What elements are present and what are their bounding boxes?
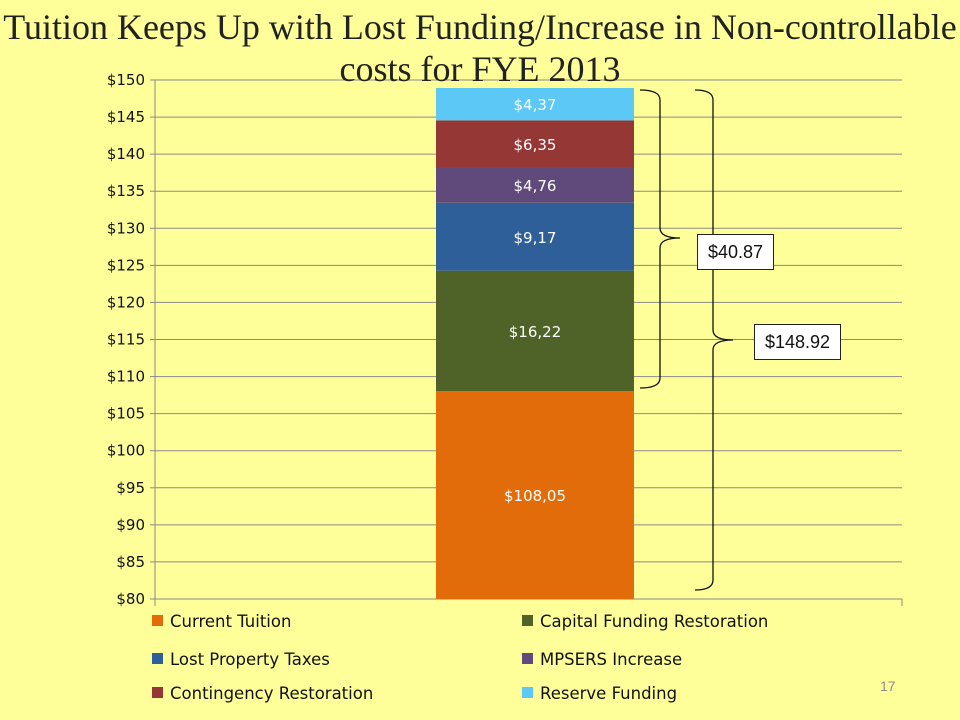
legend-swatch — [152, 615, 163, 626]
bar-data-label: $16,22 — [509, 323, 562, 341]
y-tick-label: $110 — [107, 368, 145, 386]
y-tick-label: $140 — [107, 145, 145, 163]
bar-segment — [436, 270, 634, 392]
bar-segment — [436, 391, 634, 599]
bar-data-label: $9,17 — [514, 229, 557, 247]
y-tick-label: $145 — [107, 108, 145, 126]
page-number: 17 — [880, 678, 896, 694]
legend-swatch — [152, 653, 163, 664]
grand-total-callout: $148.92 — [754, 324, 842, 360]
legend-swatch — [152, 687, 163, 698]
bar-segment — [436, 120, 634, 168]
y-tick-label: $90 — [116, 516, 145, 534]
y-tick-label: $135 — [107, 182, 145, 200]
y-tick-label: $85 — [116, 553, 145, 571]
legend-label: Contingency Restoration — [170, 684, 373, 703]
legend-swatch — [522, 615, 533, 626]
bar-segment — [436, 88, 634, 121]
legend-swatch — [522, 653, 533, 664]
bracket-increase — [639, 89, 681, 389]
y-tick-label: $100 — [107, 442, 145, 460]
legend-swatch — [522, 687, 533, 698]
increase-total-callout: $40.87 — [697, 234, 775, 270]
bar-stack: $108,05 $16,22 $9,17 $4,76 $6,35 $4,37 — [436, 88, 634, 599]
bar-segment — [436, 167, 634, 203]
legend-label: Current Tuition — [170, 612, 291, 631]
y-tick-label: $80 — [116, 590, 145, 608]
bar-data-label: $108,05 — [504, 487, 566, 505]
y-tick-label: $95 — [116, 479, 145, 497]
bar-data-label: $4,37 — [514, 96, 557, 114]
y-tick-label: $120 — [107, 293, 145, 311]
legend-label: Lost Property Taxes — [170, 650, 330, 669]
y-tick-label: $130 — [107, 219, 145, 237]
bar-data-label: $6,35 — [514, 136, 557, 154]
legend-label: MPSERS Increase — [540, 650, 682, 669]
legend-label: Capital Funding Restoration — [540, 612, 768, 631]
y-tick-label: $125 — [107, 256, 145, 274]
y-tick-label: $105 — [107, 405, 145, 423]
bar-data-label: $4,76 — [514, 177, 557, 195]
legend-label: Reserve Funding — [540, 684, 677, 703]
bar-segment — [436, 202, 634, 271]
bracket-total — [694, 89, 734, 591]
slide-title: Tuition Keeps Up with Lost Funding/Incre… — [3, 7, 957, 89]
y-tick-label: $150 — [107, 71, 145, 89]
legend: Current Tuition Capital Funding Restorati… — [152, 612, 768, 703]
y-tick-label: $115 — [107, 331, 145, 349]
brackets — [639, 89, 734, 591]
y-axis: $80 $85 $90 $95 $100 $105 $110 $115 $120 $125 $130… — [107, 71, 903, 608]
